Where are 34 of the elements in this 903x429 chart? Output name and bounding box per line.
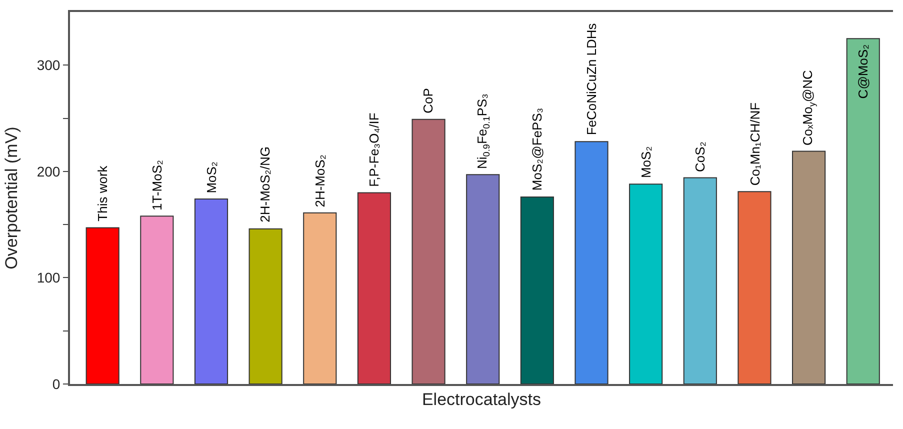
x-tick-label: 1T-MoS₂ xyxy=(149,160,164,210)
bar xyxy=(140,216,174,384)
y-axis-title: Overpotential (mV) xyxy=(2,126,21,270)
bar xyxy=(357,192,392,384)
y-tick-label: 0 xyxy=(52,376,60,392)
bar xyxy=(303,212,337,384)
y-tick-label: 200 xyxy=(36,163,60,180)
x-tick-label: MoS₂ xyxy=(638,146,654,178)
bar xyxy=(792,150,826,384)
bar xyxy=(248,228,282,384)
x-tick-label: MoS₂@FePS₃ xyxy=(530,108,545,191)
x-tick-label: MoS₂ xyxy=(204,162,220,194)
bar xyxy=(86,227,120,384)
x-tick-label: CoS₂ xyxy=(692,142,708,172)
bar xyxy=(412,118,446,384)
bar xyxy=(683,177,717,384)
y-tick-label: 300 xyxy=(36,57,60,74)
bar xyxy=(629,184,663,384)
x-tick-label: 2H-MoS₂/NG xyxy=(258,146,273,222)
bar xyxy=(846,38,880,384)
x-tick-label: CoP xyxy=(420,88,436,114)
x-tick-label: C@MoS₂ xyxy=(856,44,871,99)
bar xyxy=(738,191,772,384)
bar xyxy=(466,174,500,384)
x-tick-label: F,P-Fe₃O₄/IF xyxy=(366,112,382,187)
y-tick-label: 100 xyxy=(36,270,60,286)
bar xyxy=(194,198,228,384)
bar xyxy=(520,196,554,384)
x-axis-title: Electrocatalysts xyxy=(422,390,542,409)
x-tick-label: Co₁Mn₁CH/NF xyxy=(747,102,762,186)
bar xyxy=(574,141,608,384)
x-tick-label: 2H-MoS₂ xyxy=(312,154,328,208)
x-tick-label: FeCoNiCuZn LDHs xyxy=(584,22,599,136)
x-tick-label: This work xyxy=(94,165,110,222)
